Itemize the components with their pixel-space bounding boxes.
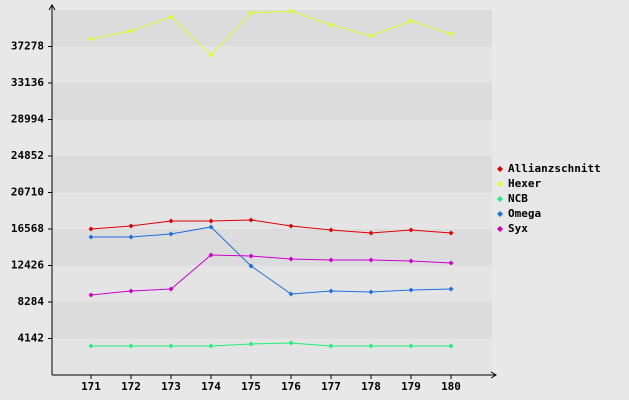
point [208,218,214,224]
x-tick-label: 180 [441,380,461,393]
series-line [90,10,452,56]
point [248,217,254,223]
point [288,291,294,297]
x-tick-label: 176 [281,380,301,393]
bands [52,10,492,375]
point [328,288,334,294]
legend-marker [497,211,503,217]
point [168,343,174,349]
y-tick-label: 37278 [11,40,44,53]
grid-band [52,265,492,302]
point [288,256,294,262]
point [408,258,414,264]
y-tick-label: 16568 [11,222,44,235]
legend-label: Allianzschnitt [508,162,601,175]
point [88,226,94,232]
point [128,288,134,294]
legend-marker [497,166,503,172]
point [408,287,414,293]
point [88,343,94,349]
legend-marker [497,196,503,202]
legend-label: Syx [508,222,528,235]
x-tick-label: 175 [241,380,261,393]
point [88,36,94,42]
point [248,341,254,347]
point [168,231,174,237]
legend-label: Omega [508,207,541,220]
point [248,253,254,259]
legend-label: NCB [508,192,528,205]
grid-band [52,10,492,47]
point [168,218,174,224]
series-line [90,254,452,296]
grid-band [52,229,492,266]
grid-band [52,156,492,193]
x-tick-label: 179 [401,380,421,393]
point [288,340,294,346]
x-axis-arrow [490,371,497,379]
point [448,343,454,349]
point [408,227,414,233]
point [288,8,294,14]
grid-band [52,119,492,156]
legend-label: Hexer [508,177,541,190]
y-tick-label: 28994 [11,113,44,126]
point [208,52,214,58]
point [368,230,374,236]
point [408,18,414,24]
y-tick-label: 20710 [11,186,44,199]
x-tick-label: 178 [361,380,381,393]
legend-marker [497,181,503,187]
point [88,292,94,298]
point [368,343,374,349]
point [128,234,134,240]
x-tick-label: 177 [321,380,341,393]
series-line [91,226,452,295]
x-tick-label: 171 [81,380,101,393]
grid-band [52,302,492,339]
point [448,230,454,236]
point [328,343,334,349]
point [408,343,414,349]
grid-band [52,83,492,120]
x-tick-label: 172 [121,380,141,393]
point [208,252,214,258]
point [128,223,134,229]
y-tick-label: 33136 [11,76,44,89]
point [448,31,454,37]
series-line [90,219,452,234]
y-tick-label: 8284 [18,295,45,308]
y-axis-arrow [48,4,56,11]
point [328,257,334,263]
point [328,227,334,233]
point [168,286,174,292]
point [288,223,294,229]
point [248,10,254,16]
grid-band [52,338,492,375]
y-tick-label: 4142 [18,332,45,345]
point [448,286,454,292]
point [328,22,334,28]
grid-band [52,46,492,83]
series-line [91,342,451,347]
legend-marker [497,226,503,232]
point [248,263,254,269]
point [128,343,134,349]
point [208,224,214,230]
y-tick-label: 24852 [11,149,44,162]
y-tick-label: 12426 [11,259,44,272]
point [448,260,454,266]
point [368,257,374,263]
point [368,33,374,39]
point [368,289,374,295]
x-tick-label: 174 [201,380,221,393]
point [208,343,214,349]
point [128,28,134,34]
point [88,234,94,240]
x-tick-label: 173 [161,380,181,393]
point [168,14,174,20]
